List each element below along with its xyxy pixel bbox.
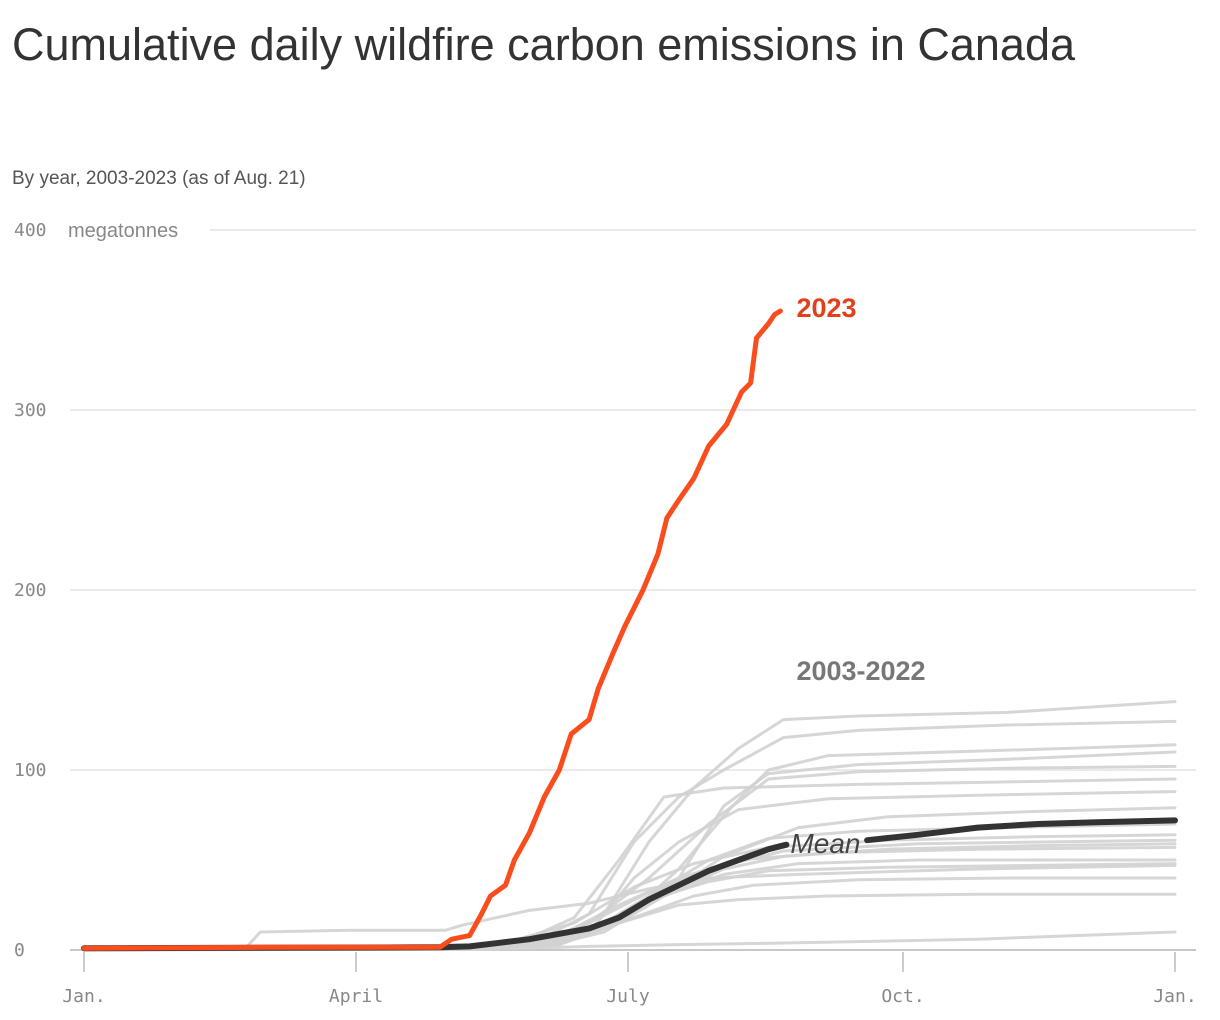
y-tick-label: 0: [14, 940, 25, 961]
x-tick-label: July: [606, 986, 650, 1007]
highlight-line-group: [81, 308, 783, 951]
y-unit-label: megatonnes: [68, 220, 178, 242]
history-year-line: [82, 863, 1177, 952]
x-tick-label: April: [329, 986, 383, 1007]
axis-ticks: 0 100 200 300 400 megatonnes Jan. April July Oct.…: [14, 220, 1197, 1007]
y-tick-label: 200: [14, 580, 47, 601]
label-mean: Mean: [790, 828, 860, 859]
mean-line: [81, 841, 790, 952]
mean-line-group: [81, 817, 1178, 952]
y-tick-label: 400: [14, 220, 47, 241]
series-labels: 2023 2003-2022 Mean: [790, 293, 925, 859]
mean-line: [864, 817, 1178, 844]
chart-title: Cumulative daily wildfire carbon emissio…: [12, 19, 1075, 70]
history-year-line: [82, 719, 1177, 952]
history-year-line: [82, 743, 1177, 952]
x-tick-label: Jan.: [1153, 986, 1196, 1007]
label-2023: 2023: [796, 293, 856, 323]
y-tick-label: 300: [14, 400, 47, 421]
chart-subtitle: By year, 2003-2023 (as of Aug. 21): [12, 168, 306, 189]
label-history-range: 2003-2022: [796, 656, 925, 686]
y-tick-label: 100: [14, 760, 47, 781]
history-year-line: [82, 845, 1177, 952]
line-2023: [81, 308, 783, 951]
x-tick-label: Jan.: [62, 986, 105, 1007]
x-tick-label: Oct.: [881, 986, 924, 1007]
